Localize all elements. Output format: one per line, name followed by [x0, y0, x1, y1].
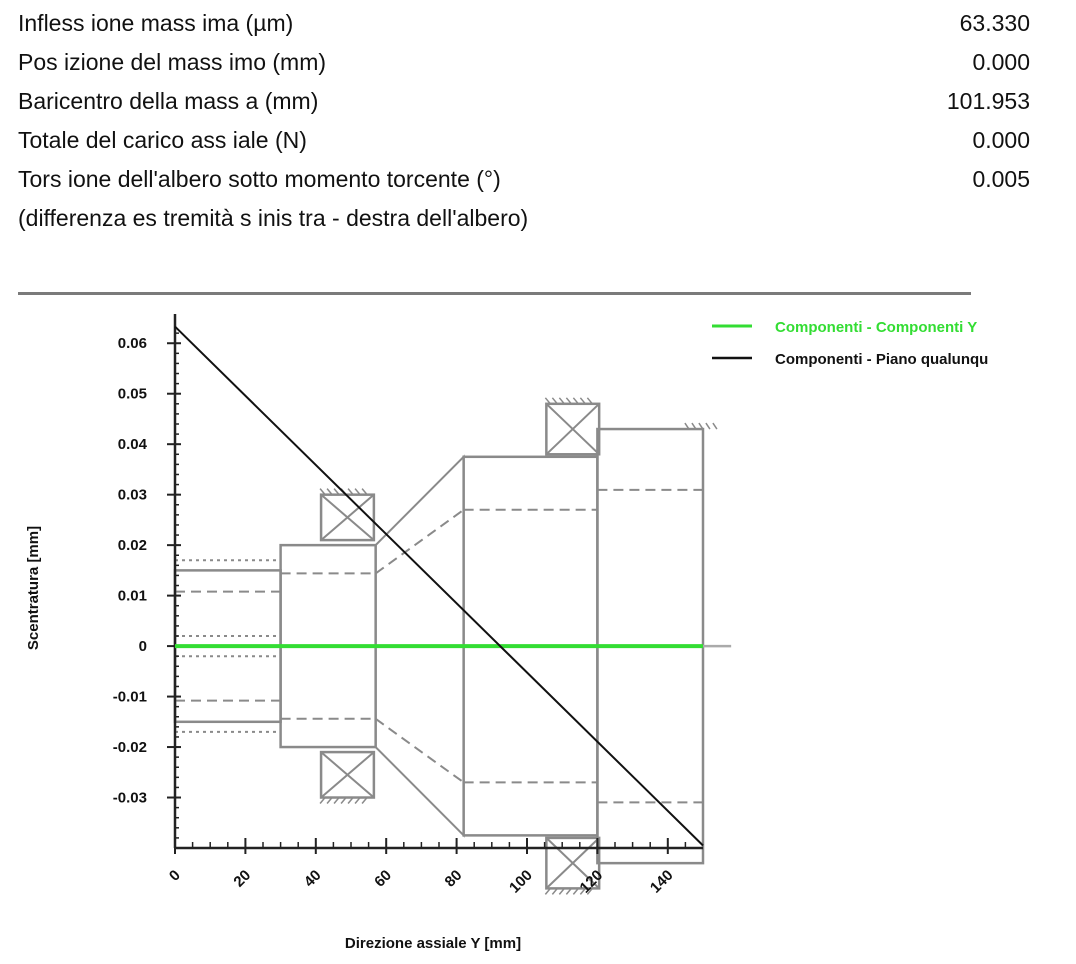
bearing-box	[545, 836, 601, 890]
bearing-cross	[545, 837, 600, 890]
bearing-cross	[320, 493, 375, 541]
bearing-hatch	[572, 887, 579, 895]
x-tick-label: 60	[371, 867, 395, 891]
result-row-torsion: Tors ione dell'albero sotto momento torc…	[18, 160, 1030, 199]
results-table: Infless ione mass ima (µm) 63.330 Pos iz…	[18, 4, 1030, 238]
y-tick-label: -0.01	[113, 689, 147, 706]
y-tick-label: 0.06	[118, 335, 147, 352]
result-value: 101.953	[946, 88, 1030, 114]
bearing-hatch	[340, 797, 347, 805]
bearing-hatch	[551, 397, 558, 405]
bearing-box	[545, 402, 601, 456]
result-row-center-of-mass: Baricentro della mass a (mm) 101.953	[18, 82, 1030, 121]
bearing-hatch	[326, 488, 333, 496]
result-value: 0.000	[972, 49, 1030, 75]
y-axis-label: Scentratura [mm]	[25, 526, 42, 650]
result-value: 0.005	[972, 166, 1030, 192]
x-tick-label: 80	[442, 867, 466, 891]
y-tick-label: 0.01	[118, 588, 147, 605]
bearing-hatch	[347, 797, 354, 805]
result-label: Baricentro della mass a (mm)	[18, 88, 319, 114]
bearing-hatch	[333, 797, 340, 805]
result-row-torsion-note: (differenza es tremità s inis tra - dest…	[18, 199, 1030, 238]
bearing-hatch	[361, 488, 368, 496]
result-label: Totale del carico ass iale (N)	[18, 127, 307, 153]
y-tick-label: -0.02	[113, 739, 147, 756]
bearing-hatch	[319, 488, 326, 496]
bearing-hatch	[551, 887, 558, 895]
bearing-cross	[545, 403, 600, 456]
result-value: 63.330	[959, 10, 1030, 36]
bearing-hatch	[586, 397, 593, 405]
bearing-box	[319, 750, 376, 799]
x-tick-label: 0	[166, 867, 184, 885]
support-hatch	[705, 422, 711, 430]
bearing-hatch	[565, 397, 572, 405]
result-value: 0.000	[972, 127, 1030, 153]
legend-label: Componenti - Piano qualunqu	[775, 351, 988, 368]
y-tick-label: 0.03	[118, 487, 147, 504]
support-hatch	[698, 422, 704, 430]
result-label: (differenza es tremità s inis tra - dest…	[18, 205, 529, 231]
x-tick-label: 100	[506, 867, 536, 897]
bearing-hatch	[558, 397, 565, 405]
x-tick-label: 40	[301, 867, 325, 891]
bearing-cross	[320, 751, 375, 799]
bearing-hatch	[319, 797, 326, 805]
y-tick-label: -0.03	[113, 790, 147, 807]
deflection-chart: 0.06 0.05 0.04 0.03 0.02 0.01 0 -0.01 -0.02 -0.03…	[25, 314, 988, 952]
x-tick-label: 140	[647, 867, 677, 897]
bearing-hatch	[558, 887, 565, 895]
series-line-2	[174, 325, 704, 847]
bearing-hatch	[326, 797, 333, 805]
chart-axes: 0.06 0.05 0.04 0.03 0.02 0.01 0 -0.01 -0.02 -0.03…	[113, 314, 703, 897]
result-label: Infless ione mass ima (µm)	[18, 10, 294, 36]
bearing-box	[319, 493, 376, 542]
legend-label: Componenti - Componenti Y	[775, 319, 977, 336]
bearing-hatch	[354, 797, 361, 805]
support-hatch	[691, 422, 697, 430]
bearing-hatch	[579, 397, 586, 405]
bearing-hatch	[579, 887, 586, 895]
x-axis-label: Direzione assiale Y [mm]	[345, 935, 521, 952]
support-hatch	[712, 422, 718, 430]
y-tick-label: 0.04	[118, 436, 148, 453]
shaft-bore-line	[375, 717, 465, 784]
support-hatch	[684, 422, 690, 430]
result-label: Tors ione dell'albero sotto momento torc…	[18, 166, 501, 192]
y-tick-label: 0.05	[118, 386, 147, 403]
bearing-hatch	[565, 887, 572, 895]
result-row-max-deflection: Infless ione mass ima (µm) 63.330	[18, 4, 1030, 43]
bearing-hatch	[586, 887, 593, 895]
chart-series	[174, 325, 704, 847]
bearing-hatch	[544, 887, 551, 895]
bearing-hatch	[354, 488, 361, 496]
bearing-hatch	[333, 488, 340, 496]
y-tick-label: 0	[139, 638, 147, 655]
result-label: Pos izione del mass imo (mm)	[18, 49, 327, 75]
bearing-hatch	[572, 397, 579, 405]
bearing-hatch	[544, 397, 551, 405]
bearing-hatch	[347, 488, 354, 496]
shaft-bore-line	[375, 508, 465, 575]
section-divider	[18, 292, 971, 295]
x-tick-label: 20	[230, 867, 254, 891]
y-tick-label: 0.02	[118, 537, 147, 554]
result-row-max-position: Pos izione del mass imo (mm) 0.000	[18, 43, 1030, 82]
bearing-hatch	[361, 797, 368, 805]
chart-legend: Componenti - Componenti Y Componenti - Pi…	[712, 319, 988, 368]
result-row-axial-load: Totale del carico ass iale (N) 0.000	[18, 121, 1030, 160]
